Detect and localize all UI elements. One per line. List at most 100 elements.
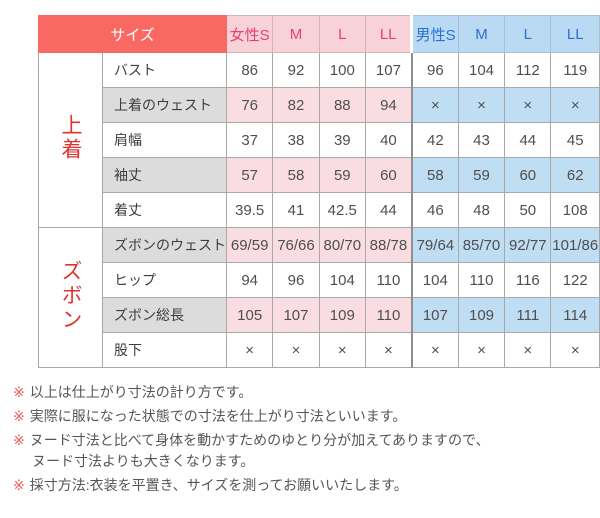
value-cell-female: 76/66	[272, 227, 320, 263]
value-cell-male: 109	[457, 297, 506, 333]
header-female-col-2: L	[318, 15, 366, 53]
footnote-text: ヌード寸法と比べて身体を動かすためのゆとり分が加えてありますので、	[29, 432, 490, 448]
value-cell-female: 69/59	[225, 227, 274, 263]
footnote-text: 採寸方法:衣装を平置き、サイズを測ってお願いいたします。	[29, 477, 408, 493]
value-cell-female: 110	[364, 297, 413, 333]
value-cell-male: 85/70	[457, 227, 506, 263]
row-label: ヒップ	[102, 262, 227, 298]
value-cell-female: 86	[225, 52, 274, 88]
value-cell-male: 92/77	[504, 227, 552, 263]
value-cell-female: 88/78	[364, 227, 413, 263]
table-row: ズボン総長 105 107 109 110 107 109 111 114	[39, 297, 600, 333]
table-row: 袖丈 57 58 59 60 58 59 60 62	[39, 157, 600, 193]
value-cell-female: 80/70	[318, 227, 366, 263]
footnote-text: 実際に服になった状態での寸法を仕上がり寸法といいます。	[29, 408, 407, 424]
value-cell-female: 105	[225, 297, 274, 333]
value-cell-female: 107	[364, 52, 413, 88]
value-cell-female: 38	[272, 122, 320, 158]
value-cell-male: 62	[550, 157, 600, 193]
value-cell-female: 44	[364, 192, 413, 228]
row-label: ズボン総長	[102, 297, 227, 333]
row-label: ズボンのウェスト	[102, 227, 227, 263]
value-cell-female: 96	[272, 262, 320, 298]
value-cell-female: ×	[225, 332, 274, 368]
group-label-text: 上着	[59, 114, 82, 162]
value-cell-male: 58	[410, 157, 459, 193]
value-cell-female: 39.5	[225, 192, 274, 228]
header-male-col-1: M	[457, 15, 506, 53]
header-male-col-0: 男性S	[410, 15, 459, 53]
value-cell-male: 45	[550, 122, 600, 158]
table-row: 肩幅 37 38 39 40 42 43 44 45	[39, 122, 600, 158]
value-cell-male: 48	[457, 192, 506, 228]
footnotes-section: ※ 以上は仕上がり寸法の計り方です。 ※ 実際に服になった状態での寸法を仕上がり寸法と…	[13, 382, 600, 496]
table-row: 上着のウェスト 76 82 88 94 × × × ×	[39, 87, 600, 123]
value-cell-female: 59	[318, 157, 366, 193]
footnote-3: ※ 採寸方法:衣装を平置き、サイズを測ってお願いいたします。	[13, 475, 600, 496]
value-cell-male: 112	[504, 52, 552, 88]
value-cell-male: 114	[550, 297, 600, 333]
value-cell-female: 60	[364, 157, 413, 193]
row-label: 上着のウェスト	[102, 87, 227, 123]
value-cell-male: ×	[504, 87, 552, 123]
value-cell-female: 57	[225, 157, 274, 193]
header-male-col-2: L	[504, 15, 552, 53]
value-cell-female: 94	[225, 262, 274, 298]
value-cell-male: 104	[457, 52, 506, 88]
row-label: 着丈	[102, 192, 227, 228]
footnote-1: ※ 実際に服になった状態での寸法を仕上がり寸法といいます。	[13, 406, 600, 427]
row-label: バスト	[102, 52, 227, 88]
value-cell-female: 42.5	[318, 192, 366, 228]
value-cell-male: 110	[457, 262, 506, 298]
value-cell-male: 50	[504, 192, 552, 228]
table-row: 股下 × × × × × × × ×	[39, 332, 600, 368]
value-cell-male: 108	[550, 192, 600, 228]
footnote-marker-icon: ※	[13, 477, 25, 493]
table-row: 着丈 39.5 41 42.5 44 46 48 50 108	[39, 192, 600, 228]
group-label-text: ズボン	[59, 259, 82, 332]
footnote-0: ※ 以上は仕上がり寸法の計り方です。	[13, 382, 600, 403]
header-female-col-0: 女性S	[225, 15, 274, 53]
value-cell-female: 37	[225, 122, 274, 158]
value-cell-female: 88	[318, 87, 366, 123]
table-row: 上着 バスト 86 92 100 107 96 104 112 119	[38, 52, 600, 228]
value-cell-male: ×	[550, 87, 600, 123]
value-cell-female: 109	[318, 297, 366, 333]
value-cell-male: ×	[457, 87, 506, 123]
value-cell-male: 104	[410, 262, 459, 298]
value-cell-female: 41	[272, 192, 320, 228]
value-cell-male: 59	[457, 157, 506, 193]
footnote-text-continuation: ヌード寸法よりも大きくなります。	[32, 453, 255, 469]
value-cell-male: 79/64	[410, 227, 459, 263]
value-cell-female: ×	[272, 332, 320, 368]
value-cell-male: ×	[504, 332, 552, 368]
value-cell-male: 107	[410, 297, 459, 333]
value-cell-female: 94	[364, 87, 413, 123]
value-cell-male: 42	[410, 122, 459, 158]
value-cell-female: ×	[364, 332, 413, 368]
table-row: ヒップ 94 96 104 110 104 110 116 122	[39, 262, 600, 298]
table-header-row: サイズ 女性S M L LL 男性S M L LL	[38, 15, 600, 53]
header-female-col-1: M	[272, 15, 320, 53]
value-cell-female: 107	[272, 297, 320, 333]
value-cell-female: 76	[225, 87, 274, 123]
value-cell-female: ×	[318, 332, 366, 368]
footnote-text: 以上は仕上がり寸法の計り方です。	[29, 384, 253, 400]
value-cell-male: 46	[410, 192, 459, 228]
value-cell-female: 40	[364, 122, 413, 158]
value-cell-male: 101/86	[550, 227, 600, 263]
value-cell-male: 119	[550, 52, 600, 88]
value-cell-female: 82	[272, 87, 320, 123]
value-cell-female: 39	[318, 122, 366, 158]
value-cell-male: 60	[504, 157, 552, 193]
size-header-cell: サイズ	[38, 15, 227, 53]
value-cell-male: 96	[410, 52, 459, 88]
value-cell-male: ×	[410, 332, 459, 368]
footnote-marker-icon: ※	[13, 408, 25, 424]
value-cell-female: 110	[364, 262, 413, 298]
value-cell-male: ×	[550, 332, 600, 368]
row-label: 袖丈	[102, 157, 227, 193]
row-label: 股下	[102, 332, 227, 368]
value-cell-male: 111	[504, 297, 552, 333]
value-cell-female: 104	[318, 262, 366, 298]
